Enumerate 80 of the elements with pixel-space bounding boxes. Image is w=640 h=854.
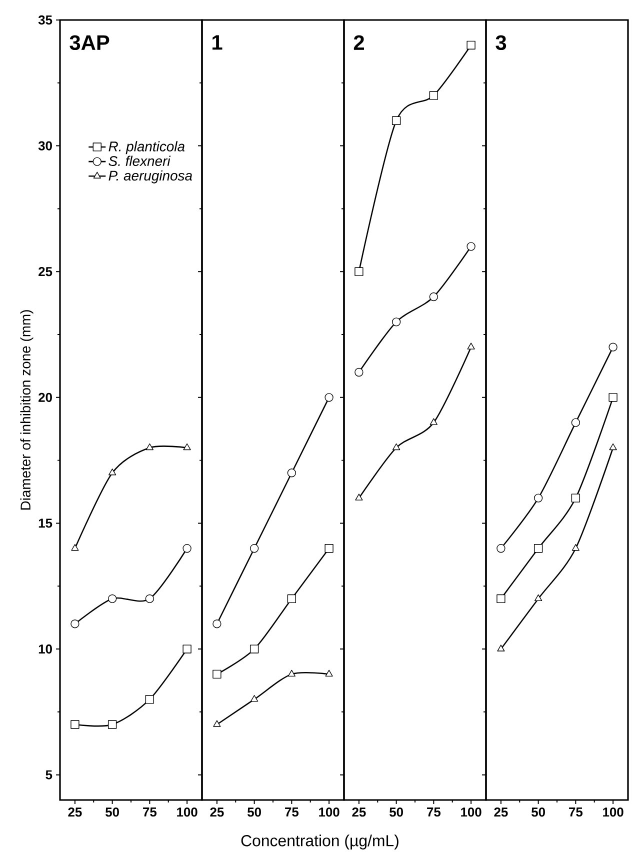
y-axis-title: Diameter of inhibition zone (mm) — [20, 310, 34, 510]
point — [182, 644, 192, 654]
point — [609, 443, 617, 450]
x-tick-label: 100 — [461, 807, 482, 817]
y-tick-label: 10 — [38, 644, 52, 654]
point — [324, 544, 334, 553]
legend-label: R. planticola — [108, 141, 185, 154]
point — [288, 670, 296, 677]
legend-label: P. aeruginosa — [108, 170, 192, 184]
text: 1 — [212, 35, 222, 50]
x-tick-label: 100 — [319, 807, 340, 817]
point — [212, 620, 222, 628]
y-tick-label: 5 — [46, 770, 52, 780]
point — [287, 594, 296, 604]
x-tick-label: 25 — [494, 807, 508, 817]
text: 3AP — [70, 35, 110, 50]
x-tick-label: 25 — [68, 807, 82, 817]
point — [466, 242, 476, 251]
point — [213, 720, 221, 727]
point — [145, 594, 154, 604]
point — [71, 544, 79, 551]
point — [354, 368, 364, 377]
x-tick-label: 100 — [177, 807, 198, 817]
x-tick-label: 25 — [352, 807, 366, 817]
y-tick-label: 25 — [38, 267, 52, 276]
point — [287, 468, 296, 478]
point — [183, 443, 191, 450]
point — [534, 544, 543, 553]
x-tick-label: 75 — [143, 808, 157, 817]
point — [182, 544, 192, 553]
point — [146, 443, 154, 450]
point — [108, 720, 117, 729]
legend-label: S. flexneri — [108, 156, 171, 166]
point — [355, 494, 363, 500]
point — [497, 644, 505, 652]
point — [354, 267, 364, 276]
point — [250, 695, 258, 702]
x-tick-label: 75 — [285, 808, 299, 817]
x-tick-label: 75 — [569, 808, 583, 817]
point — [608, 342, 618, 352]
point — [392, 318, 401, 326]
point — [324, 393, 334, 402]
point — [429, 292, 438, 302]
x-tick-label: 25 — [210, 807, 224, 817]
point — [392, 443, 400, 450]
x-tick-label: 100 — [603, 807, 624, 817]
point — [430, 418, 438, 425]
x-tick-label: 50 — [532, 807, 545, 817]
text: 3 — [496, 35, 506, 50]
point — [325, 670, 333, 677]
x-tick-label: 50 — [106, 807, 119, 817]
point — [250, 544, 259, 553]
point — [70, 720, 80, 729]
x-axis-title: Concentration (µg/mL) — [241, 834, 398, 850]
text: 2 — [354, 35, 364, 50]
point — [571, 418, 580, 427]
x-tick-label: 50 — [248, 807, 261, 817]
y-tick-label: 30 — [38, 141, 52, 150]
point — [212, 670, 222, 679]
point — [534, 494, 543, 502]
y-tick-label: 20 — [38, 392, 52, 402]
point — [108, 468, 116, 476]
point — [70, 620, 80, 628]
point — [392, 116, 401, 125]
point — [608, 393, 618, 402]
x-tick-label: 50 — [390, 807, 403, 817]
point — [250, 644, 259, 654]
y-tick-label: 35 — [38, 15, 52, 25]
point — [571, 494, 580, 502]
y-tick-label: 15 — [38, 518, 52, 528]
point — [108, 594, 117, 604]
x-tick-label: 75 — [427, 808, 441, 817]
point — [429, 91, 438, 100]
point — [145, 695, 154, 704]
point — [534, 594, 542, 602]
point — [496, 594, 506, 604]
point — [467, 342, 475, 350]
point — [496, 544, 506, 553]
point — [572, 544, 580, 551]
point — [466, 40, 476, 50]
